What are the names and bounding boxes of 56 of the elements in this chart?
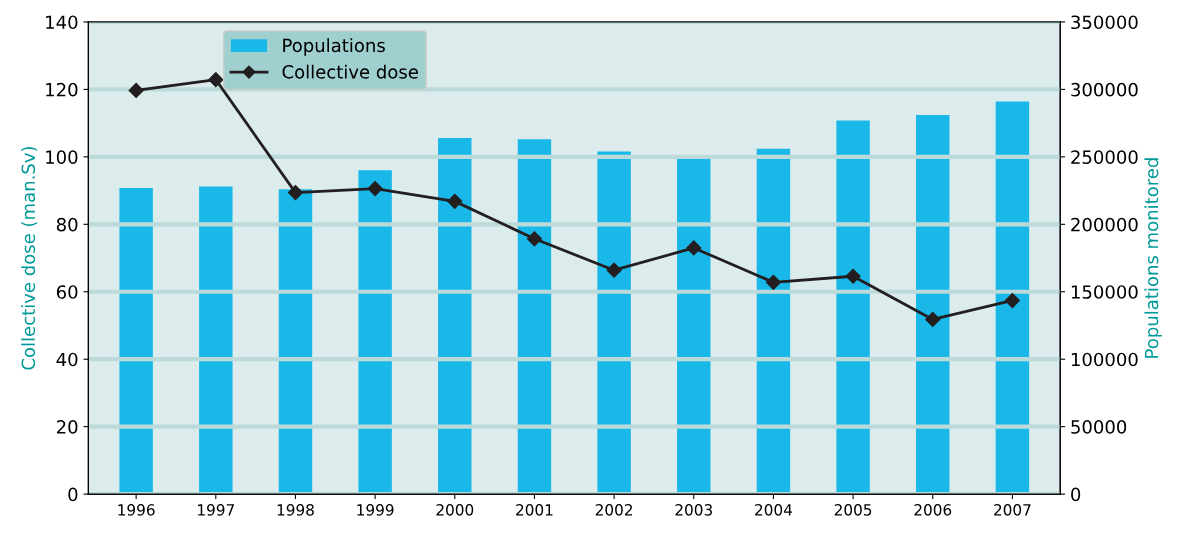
y-tick-label: 60 bbox=[56, 285, 78, 299]
y2-tick-label: 100000 bbox=[1071, 352, 1138, 367]
point bbox=[287, 185, 304, 201]
x-tick-label: 2003 bbox=[675, 504, 712, 516]
x-tick-label: 2004 bbox=[755, 504, 793, 516]
y2-tick-label: 150000 bbox=[1071, 285, 1138, 299]
y2-axis-title: Populations monitored bbox=[1144, 158, 1162, 358]
point bbox=[1004, 292, 1020, 309]
point bbox=[686, 240, 702, 256]
point bbox=[208, 72, 224, 88]
x-tick-label: 1998 bbox=[277, 504, 314, 516]
bar bbox=[916, 115, 950, 495]
x-tick-label: 2001 bbox=[516, 504, 553, 516]
y-tick-label: 80 bbox=[56, 217, 78, 232]
point bbox=[765, 274, 781, 290]
point bbox=[925, 311, 941, 327]
x-tick-label: 2007 bbox=[994, 504, 1031, 516]
y2-tick-label: 50000 bbox=[1071, 420, 1127, 434]
legend-label: Collective dose bbox=[282, 64, 418, 79]
y2-tick-label: 350000 bbox=[1071, 15, 1138, 30]
y2-tick-label: 250000 bbox=[1071, 150, 1138, 164]
bar bbox=[438, 137, 472, 495]
y-tick-label: 120 bbox=[46, 82, 78, 97]
y2-tick-label: 300000 bbox=[1071, 82, 1138, 97]
bar bbox=[836, 120, 870, 495]
bar bbox=[119, 187, 153, 495]
bar bbox=[199, 186, 233, 495]
x-tick-label: 1997 bbox=[198, 504, 234, 516]
legend-label: Populations bbox=[283, 38, 385, 56]
y-tick-label: 100 bbox=[46, 150, 78, 164]
bar bbox=[358, 170, 392, 495]
y-tick-label: 40 bbox=[56, 352, 78, 367]
y2-tick-label: 200000 bbox=[1071, 217, 1138, 232]
y-tick-label: 20 bbox=[56, 420, 78, 434]
y-axis-title: Collective dose (man.Sv) bbox=[21, 146, 38, 370]
x-tick-label: 2005 bbox=[834, 504, 872, 516]
point bbox=[447, 193, 463, 209]
y-tick-label: 140 bbox=[46, 15, 78, 30]
point bbox=[526, 231, 543, 247]
x-tick-label: 2000 bbox=[436, 504, 474, 516]
y-tick-label: 0 bbox=[68, 487, 78, 502]
point bbox=[128, 82, 144, 98]
bar bbox=[278, 189, 313, 495]
point bbox=[606, 262, 622, 278]
bar bbox=[597, 151, 631, 495]
y2-tick-label: 0 bbox=[1071, 487, 1081, 502]
x-tick-label: 1999 bbox=[357, 504, 394, 516]
point bbox=[367, 180, 383, 197]
bar bbox=[995, 101, 1030, 495]
point bbox=[845, 268, 861, 284]
x-tick-label: 1996 bbox=[118, 504, 155, 516]
x-tick-label: 2002 bbox=[595, 504, 633, 516]
bar bbox=[756, 148, 791, 495]
bar bbox=[517, 139, 552, 495]
bar bbox=[677, 156, 711, 495]
x-tick-label: 2006 bbox=[914, 504, 952, 516]
